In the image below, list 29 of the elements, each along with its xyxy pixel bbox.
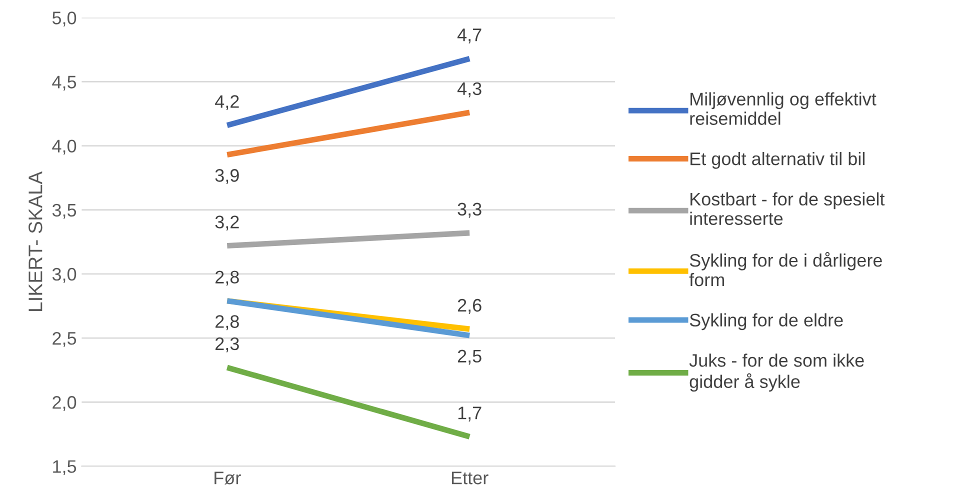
data-label: 2,6 [458,298,482,314]
legend-label: Juks - for de som ikke gidder å sykle [689,354,864,392]
data-label: 3,3 [458,202,482,218]
legend-label: Miljøvennlig og effektivt reisemiddel [690,92,876,125]
y-tick-label: 3,0 [52,268,76,283]
y-axis-title: LIKERT- SKALA [28,171,42,311]
data-label: 3,9 [215,169,239,184]
data-label: 2,3 [216,337,239,352]
legend-label: Sykling for de i dårligere form [689,252,882,286]
x-tick-label: Før [214,472,241,484]
y-tick-label: 1,5 [53,460,76,476]
x-tick-label: Etter [452,472,488,484]
data-label: 2,8 [216,315,239,330]
y-tick-label: 2,0 [52,396,76,411]
data-label: 4,7 [457,28,482,44]
y-tick-label: 3,5 [52,204,76,219]
data-label: 2,5 [458,350,482,365]
legend-label: Kostbart - for de spesielt interesserte [690,192,885,225]
legend-label: Sykling for de eldre [690,313,843,330]
data-label: 2,8 [216,270,239,286]
y-tick-label: 4,0 [52,140,76,155]
y-tick-label: 2,5 [52,332,76,347]
y-tick-label: 4,5 [52,76,76,91]
legend-label: Et godt alternativ til bil [690,152,864,169]
data-label: 3,2 [215,216,239,231]
y-tick-label: 5,0 [52,12,76,26]
data-label: 4,3 [457,82,482,98]
data-label: 1,7 [458,406,482,422]
data-label: 4,2 [215,95,239,110]
